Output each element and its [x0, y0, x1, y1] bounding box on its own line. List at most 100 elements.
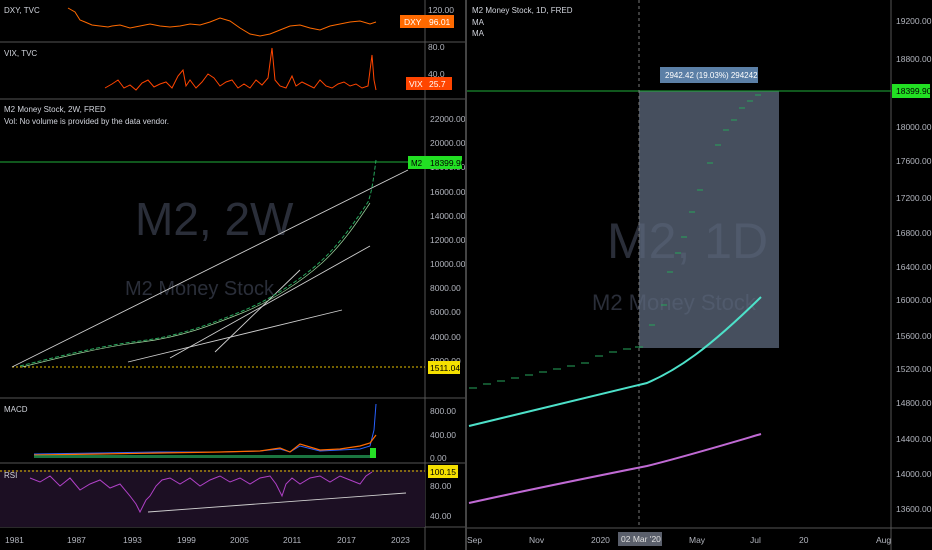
right-title: M2 Money Stock, 1D, FRED [472, 6, 573, 15]
x-tick-label: 2011 [283, 535, 302, 545]
y-tick-label: 16400.00 [896, 262, 932, 272]
x-tick-label: Aug [876, 535, 891, 545]
y-tick-label: 8000.00 [430, 283, 461, 293]
macd-axis-tick: 0.00 [430, 453, 447, 463]
rsi-line [29, 471, 373, 514]
y-tick-label: 4000.00 [430, 332, 461, 342]
y-tick-label: 19200.00 [896, 16, 932, 26]
right-price-badge [892, 84, 930, 98]
price-value-badge [428, 156, 462, 169]
y-tick-label: 14000.00 [896, 469, 932, 479]
low-level-badge [428, 361, 460, 374]
vix-value-badge [426, 77, 452, 90]
y-tick-label: 20000.00 [430, 138, 465, 148]
vix-axis-tick: 40.0 [428, 69, 445, 79]
trend-line[interactable] [214, 269, 301, 353]
trend-line[interactable] [11, 169, 409, 368]
right-x-axis: Sep Nov 2020 May Jul 20 Aug [467, 535, 891, 545]
trend-line[interactable] [169, 245, 371, 359]
m2-series-shadow [21, 202, 371, 368]
main-title: M2 Money Stock, 2W, FRED [4, 105, 106, 114]
x-tick-label: Sep [467, 535, 482, 545]
macd-label: MACD [4, 405, 28, 414]
macd-axis-tick: 400.00 [430, 430, 456, 440]
dxy-name-badge-text: DXY [404, 17, 422, 27]
ma-line-1 [468, 296, 762, 427]
price-name-badge-text: M2 [411, 159, 423, 168]
x-tick-label: May [689, 535, 706, 545]
y-tick-label: 18800.00 [896, 54, 932, 64]
price-value-badge-text: 18399.90 [430, 158, 465, 168]
y-tick-label: 16000.00 [896, 295, 932, 305]
right-chart-panel[interactable]: M2 Money Stock, 1D, FRED MA MA M2, 1D M2… [467, 0, 932, 550]
macd-histogram [34, 448, 376, 458]
y-tick-label: 22000.00 [430, 114, 465, 124]
vix-axis-tick: 80.0 [428, 42, 445, 52]
trend-line[interactable] [127, 309, 343, 363]
y-tick-label: 10000.00 [430, 259, 465, 269]
measure-tooltip-text: 2942.42 (19.03%) 294242 [665, 71, 758, 80]
rsi-axis-tick: 80.00 [430, 481, 452, 491]
x-tick-label: Nov [529, 535, 545, 545]
cursor-date-badge-text: 02 Mar '20 [621, 534, 661, 544]
macd-signal-line [33, 434, 377, 456]
x-tick-label: 1999 [177, 535, 196, 545]
x-tick-label: 1993 [123, 535, 142, 545]
y-tick-label: 6000.00 [430, 307, 461, 317]
m2-step-series [469, 94, 761, 389]
x-tick-label: 2017 [337, 535, 356, 545]
y-tick-label: 17600.00 [896, 156, 932, 166]
x-tick-label: 1987 [67, 535, 86, 545]
x-tick-label: 1981 [5, 535, 24, 545]
rsi-axis-tick: 40.00 [430, 511, 452, 521]
rsi-value-badge [428, 465, 458, 478]
x-tick-label: Jul [750, 535, 761, 545]
x-tick-label: 20 [799, 535, 809, 545]
y-tick-label: 16000.00 [430, 187, 465, 197]
left-x-axis: 1981 1987 1993 1999 2005 2011 2017 2023 [5, 535, 410, 545]
dxy-line [67, 7, 377, 37]
y-tick-label: 15600.00 [896, 331, 932, 341]
low-level-badge-text: 1511.04 [430, 363, 460, 373]
y-tick-label: 14800.00 [896, 398, 932, 408]
y-tick-label: 12000.00 [430, 235, 465, 245]
measure-tooltip [660, 67, 758, 83]
rsi-label: RSI [4, 471, 17, 480]
macd-axis-tick: 800.00 [430, 406, 456, 416]
y-tick-label: 18000.00 [896, 122, 932, 132]
main-watermark: M2, 2W [135, 193, 294, 245]
y-tick-label: 15200.00 [896, 364, 932, 374]
x-tick-label: 2020 [591, 535, 610, 545]
y-tick-label: 16800.00 [896, 228, 932, 238]
main-volume-note: Vol: No volume is provided by the data v… [4, 117, 169, 126]
right-price-badge-text: 18399.90 [896, 86, 932, 96]
vix-value-badge-text: 25.7 [429, 79, 446, 89]
y-tick-label: 17200.00 [896, 193, 932, 203]
vix-label: VIX, TVC [4, 49, 37, 58]
y-tick-label: 13600.00 [896, 504, 932, 514]
dxy-axis-tick: 120.00 [428, 5, 454, 15]
ma-legend-1: MA [472, 18, 485, 27]
rsi-value-badge-text: 100.15 [430, 467, 456, 477]
cursor-date-badge [618, 532, 662, 546]
dxy-name-badge [400, 15, 426, 28]
vix-name-badge-text: VIX [409, 79, 423, 89]
dxy-label: DXY, TVC [4, 6, 40, 15]
vix-name-badge [406, 77, 428, 90]
ma-line-2 [468, 433, 762, 504]
rsi-trend-line[interactable] [147, 492, 407, 513]
x-tick-label: 2005 [230, 535, 249, 545]
dxy-value-badge [426, 15, 454, 28]
price-name-badge [408, 156, 430, 169]
measure-range-box[interactable] [639, 91, 779, 348]
x-tick-label: 2023 [391, 535, 410, 545]
panel-divider[interactable] [465, 0, 467, 550]
left-chart-panel[interactable]: DXY, TVC 120.00 DXY 96.01 VIX, TVC 80.0 … [0, 0, 465, 550]
dxy-value-badge-text: 96.01 [429, 17, 451, 27]
y-tick-label: 14400.00 [896, 434, 932, 444]
y-tick-label: 14000.00 [430, 211, 465, 221]
ma-legend-2: MA [472, 29, 485, 38]
right-y-axis: 19200.00 18800.00 18000.00 17600.00 1720… [896, 16, 932, 514]
main-watermark-sub: M2 Money Stock [125, 278, 275, 300]
m2-series-line [19, 159, 377, 367]
